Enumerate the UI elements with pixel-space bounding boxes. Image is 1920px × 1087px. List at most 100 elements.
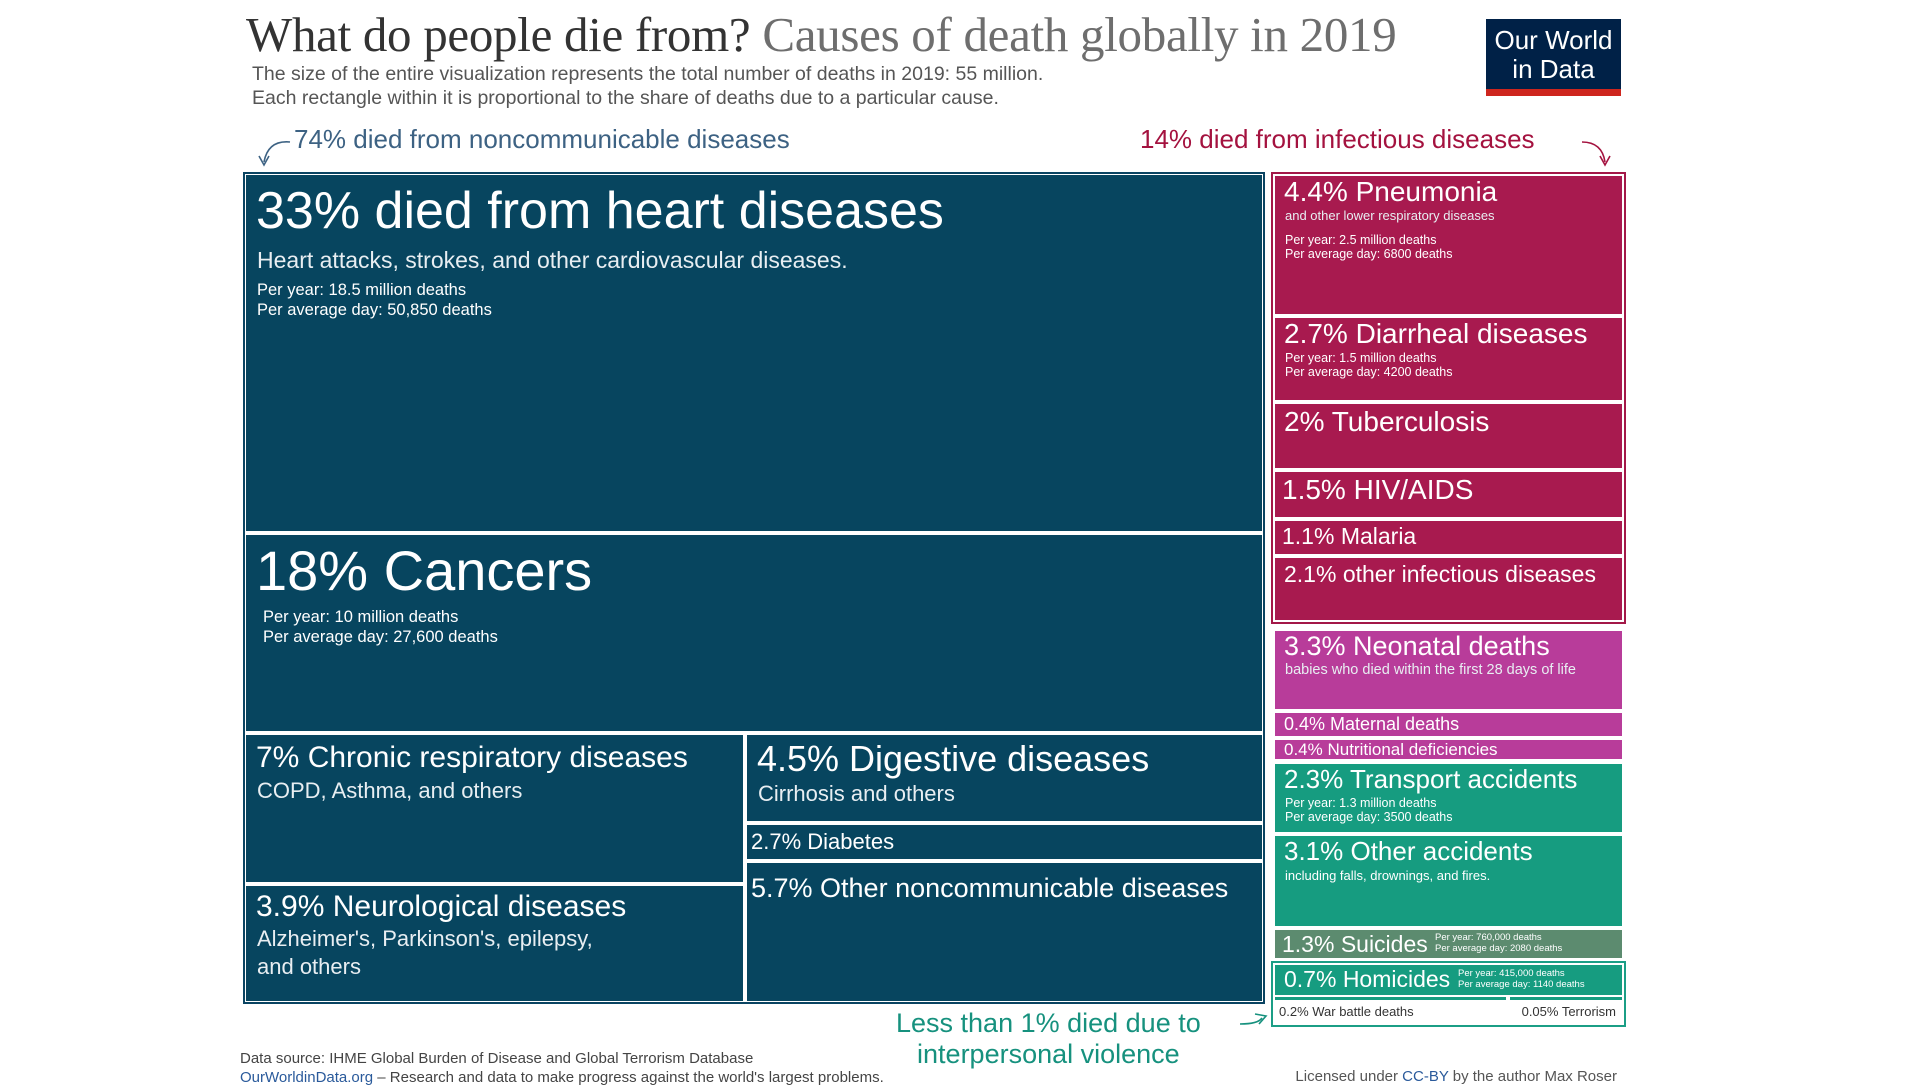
cell-per-year: Per year: 10 million deaths bbox=[263, 608, 459, 626]
cell-per-day: Per average day: 50,850 deaths bbox=[257, 301, 492, 319]
treemap-cell-malaria[interactable]: 1.1% Malaria bbox=[1275, 521, 1622, 554]
cell-label: 3.3% Neonatal deaths bbox=[1284, 631, 1550, 661]
cell-per-year: Per year: 18.5 million deaths bbox=[257, 281, 467, 299]
violence-label-line-1: Less than 1% died due to bbox=[896, 1008, 1201, 1038]
treemap-cell-neurological[interactable]: 3.9% Neurological diseases Alzheimer's, … bbox=[246, 886, 743, 1001]
ncd-group-label: 74% died from noncommunicable diseases bbox=[294, 124, 790, 154]
chart-subtitle: The size of the entire visualization rep… bbox=[252, 62, 1043, 110]
logo-line-2: in Data bbox=[1512, 54, 1595, 84]
title-main: What do people die from? bbox=[246, 7, 751, 62]
infectious-arrowhead-icon bbox=[1599, 155, 1611, 167]
violence-label-line-2: interpersonal violence bbox=[917, 1039, 1180, 1069]
cell-label: 1.1% Malaria bbox=[1282, 523, 1417, 549]
ncd-arrow-icon bbox=[263, 141, 291, 163]
cell-label: 2.1% other infectious diseases bbox=[1284, 561, 1596, 587]
treemap-cell-other-accidents[interactable]: 3.1% Other accidents including falls, dr… bbox=[1275, 836, 1622, 926]
owid-logo[interactable]: Our World in Data bbox=[1486, 19, 1621, 96]
treemap-cell-pneumonia[interactable]: 4.4% Pneumonia and other lower respirato… bbox=[1275, 176, 1622, 314]
treemap-cell-diabetes[interactable]: 2.7% Diabetes bbox=[747, 825, 1262, 859]
subtitle-line-1: The size of the entire visualization rep… bbox=[252, 63, 1044, 85]
treemap-cell-war[interactable]: 0.2% War battle deaths bbox=[1275, 1001, 1506, 1023]
infectious-group-label: 14% died from infectious diseases bbox=[1140, 124, 1535, 154]
cell-label: 5.7% Other noncommunicable diseases bbox=[751, 873, 1229, 903]
treemap-cell-other-ncd[interactable]: 5.7% Other noncommunicable diseases bbox=[747, 863, 1262, 1001]
cell-label: 33% died from heart diseases bbox=[256, 182, 944, 240]
title-sub: Causes of death globally in 2019 bbox=[762, 7, 1397, 62]
cell-per-day: Per average day: 1140 deaths bbox=[1458, 979, 1585, 990]
treemap-cell-homicides[interactable]: 0.7% Homicides Per year: 415,000 deaths … bbox=[1275, 965, 1622, 995]
treemap-cell-respiratory[interactable]: 7% Chronic respiratory diseases COPD, As… bbox=[246, 735, 743, 882]
cell-label: 0.7% Homicides bbox=[1284, 966, 1451, 992]
treemap-cell-tuberculosis[interactable]: 2% Tuberculosis bbox=[1275, 404, 1622, 468]
cell-per-year: Per year: 2.5 million deaths bbox=[1285, 233, 1437, 247]
cell-label: 0.4% Maternal deaths bbox=[1284, 714, 1460, 734]
violence-arrow-icon bbox=[1239, 1017, 1263, 1025]
license-note: Licensed under CC-BY by the author Max R… bbox=[1295, 1068, 1617, 1085]
treemap-cell-heart[interactable]: 33% died from heart diseases Heart attac… bbox=[246, 175, 1262, 531]
chart-title: What do people die from? Causes of death… bbox=[246, 6, 1397, 63]
treemap-cell-neonatal[interactable]: 3.3% Neonatal deaths babies who died wit… bbox=[1275, 631, 1622, 709]
cell-label: 2% Tuberculosis bbox=[1284, 406, 1490, 437]
cell-label: 3.1% Other accidents bbox=[1284, 836, 1533, 866]
cell-label: 18% Cancers bbox=[256, 539, 593, 602]
treemap-cell-maternal[interactable]: 0.4% Maternal deaths bbox=[1275, 713, 1622, 736]
treemap-cell-terrorism[interactable]: 0.05% Terrorism bbox=[1510, 1001, 1622, 1023]
violence-group-frame bbox=[1271, 961, 1626, 1027]
treemap-cell-terrorism-bar bbox=[1510, 997, 1622, 1000]
cell-label: 0.4% Nutritional deficiencies bbox=[1284, 740, 1498, 759]
cell-label: 2.7% Diabetes bbox=[751, 829, 895, 854]
infectious-group-frame bbox=[1271, 172, 1626, 624]
cell-per-year: Per year: 1.3 million deaths bbox=[1285, 796, 1437, 810]
ncd-group-frame bbox=[243, 172, 1265, 1004]
subtitle-line-2: Each rectangle within it is proportional… bbox=[252, 87, 999, 109]
treemap-cell-digestive[interactable]: 4.5% Digestive diseases Cirrhosis and ot… bbox=[747, 735, 1262, 821]
treemap-cell-war-bar bbox=[1275, 997, 1506, 1000]
cell-label: 0.05% Terrorism bbox=[1521, 1004, 1616, 1019]
cell-per-year: Per year: 1.5 million deaths bbox=[1285, 351, 1437, 365]
cell-description: Alzheimer's, Parkinson's, epilepsy, bbox=[257, 926, 593, 951]
ncd-arrowhead-icon bbox=[258, 155, 270, 167]
cell-label: 7% Chronic respiratory diseases bbox=[256, 741, 688, 774]
site-link[interactable]: OurWorldinData.org bbox=[240, 1069, 374, 1086]
site-tagline: – Research and data to make progress aga… bbox=[373, 1069, 884, 1086]
cell-label: 1.3% Suicides bbox=[1282, 931, 1428, 957]
violence-arrowhead-icon bbox=[1254, 1013, 1268, 1025]
cell-label: 4.5% Digestive diseases bbox=[757, 738, 1150, 779]
cell-label: 2.7% Diarrheal diseases bbox=[1284, 318, 1588, 349]
treemap-cell-transport[interactable]: 2.3% Transport accidents Per year: 1.3 m… bbox=[1275, 764, 1622, 832]
cell-description-2: and others bbox=[257, 954, 361, 979]
license-suffix: by the author Max Roser bbox=[1448, 1068, 1617, 1085]
cell-label: 1.5% HIV/AIDS bbox=[1282, 474, 1474, 505]
site-line: OurWorldinData.org – Research and data t… bbox=[240, 1068, 884, 1087]
cell-description: COPD, Asthma, and others bbox=[257, 778, 523, 803]
cell-per-day: Per average day: 27,600 deaths bbox=[263, 628, 498, 646]
treemap-cell-cancers[interactable]: 18% Cancers Per year: 10 million deaths … bbox=[246, 535, 1262, 731]
cell-per-year: Per year: 760,000 deaths bbox=[1435, 932, 1542, 943]
cell-per-day: Per average day: 2080 deaths bbox=[1435, 943, 1563, 954]
treemap-cell-hiv[interactable]: 1.5% HIV/AIDS bbox=[1275, 472, 1622, 517]
logo-accent-bar bbox=[1486, 89, 1621, 96]
cell-description: including falls, drownings, and fires. bbox=[1285, 868, 1491, 883]
cell-description: babies who died within the first 28 days… bbox=[1285, 662, 1576, 678]
cell-label: 0.2% War battle deaths bbox=[1279, 1004, 1414, 1019]
treemap-cell-suicides[interactable]: 1.3% Suicides Per year: 760,000 deaths P… bbox=[1275, 930, 1622, 958]
cell-description: Heart attacks, strokes, and other cardio… bbox=[257, 247, 848, 273]
treemap-cell-other-infectious[interactable]: 2.1% other infectious diseases bbox=[1275, 558, 1622, 620]
cell-label: 2.3% Transport accidents bbox=[1284, 764, 1578, 794]
treemap-cell-diarrheal[interactable]: 2.7% Diarrheal diseases Per year: 1.5 mi… bbox=[1275, 318, 1622, 400]
data-source: Data source: IHME Global Burden of Disea… bbox=[240, 1049, 884, 1087]
cell-label: 3.9% Neurological diseases bbox=[256, 890, 627, 923]
cell-per-year: Per year: 415,000 deaths bbox=[1458, 968, 1565, 979]
source-line: Data source: IHME Global Burden of Disea… bbox=[240, 1050, 754, 1067]
logo-line-1: Our World bbox=[1494, 25, 1613, 55]
cell-per-day: Per average day: 4200 deaths bbox=[1285, 365, 1453, 379]
license-prefix: Licensed under bbox=[1295, 1068, 1403, 1085]
cell-description: and other lower respiratory diseases bbox=[1285, 208, 1495, 223]
infectious-arrow-icon bbox=[1581, 141, 1606, 163]
violence-group-label: Less than 1% died due to interpersonal v… bbox=[896, 1008, 1201, 1070]
cell-label: 4.4% Pneumonia bbox=[1284, 176, 1498, 207]
treemap-cell-nutritional[interactable]: 0.4% Nutritional deficiencies bbox=[1275, 740, 1622, 759]
cell-per-day: Per average day: 3500 deaths bbox=[1285, 810, 1453, 824]
license-link[interactable]: CC-BY bbox=[1402, 1068, 1449, 1085]
